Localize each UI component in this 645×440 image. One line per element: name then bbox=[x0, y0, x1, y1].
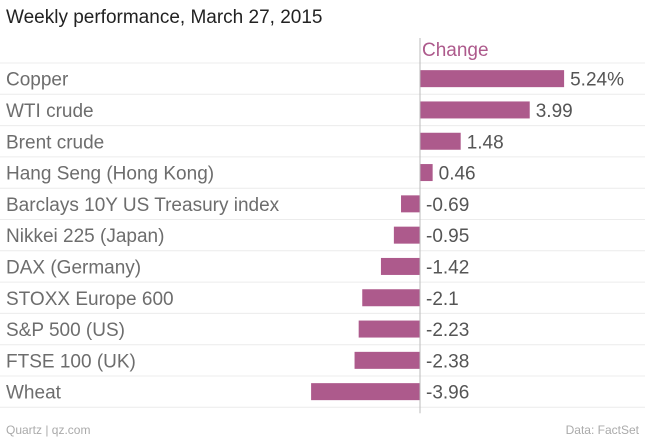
bar bbox=[354, 351, 420, 369]
category-label: Brent crude bbox=[6, 132, 104, 153]
category-labels: Copper WTI crude Brent crude Hang Seng (Hon… bbox=[6, 70, 280, 404]
category-label: Copper bbox=[6, 70, 69, 91]
category-label: WTI crude bbox=[6, 101, 94, 122]
bar bbox=[358, 320, 420, 338]
value-label: -3.96 bbox=[426, 383, 469, 404]
value-label: -0.69 bbox=[426, 195, 469, 216]
category-label: Wheat bbox=[6, 383, 62, 404]
value-label: 0.46 bbox=[439, 164, 476, 185]
value-labels: 5.24% 3.99 1.48 0.46 -0.69 -0.95 -1.42 -2.1 -2.2… bbox=[426, 70, 624, 404]
category-label: STOXX Europe 600 bbox=[6, 289, 174, 310]
category-label: S&P 500 (US) bbox=[6, 320, 125, 341]
category-label: FTSE 100 (UK) bbox=[6, 351, 136, 372]
value-label: -0.95 bbox=[426, 226, 469, 247]
bars bbox=[311, 70, 565, 401]
bar bbox=[420, 70, 565, 88]
value-label: -2.23 bbox=[426, 320, 469, 341]
change-column-header: Change bbox=[422, 40, 489, 61]
value-label: 1.48 bbox=[467, 132, 504, 153]
bar bbox=[420, 164, 433, 182]
value-label: -2.38 bbox=[426, 351, 469, 372]
value-label: -1.42 bbox=[426, 257, 469, 278]
category-label: Nikkei 225 (Japan) bbox=[6, 226, 164, 247]
bar bbox=[311, 383, 420, 401]
category-label: Barclays 10Y US Treasury index bbox=[6, 195, 280, 216]
value-label: -2.1 bbox=[426, 289, 459, 310]
value-label: 3.99 bbox=[536, 101, 573, 122]
bar bbox=[380, 257, 420, 275]
bar bbox=[362, 289, 420, 307]
row-gridlines bbox=[0, 62, 645, 408]
value-label: 5.24% bbox=[570, 70, 624, 91]
category-label: DAX (Germany) bbox=[6, 257, 141, 278]
chart-title: Weekly performance, March 27, 2015 bbox=[6, 7, 323, 28]
bar bbox=[401, 195, 420, 213]
bar bbox=[420, 101, 530, 119]
bar bbox=[420, 132, 461, 150]
source-credit: Quartz | qz.com bbox=[6, 423, 91, 437]
bar-chart: Copper WTI crude Brent crude Hang Seng (Hon… bbox=[0, 38, 645, 414]
bar bbox=[393, 226, 420, 244]
category-label: Hang Seng (Hong Kong) bbox=[6, 164, 214, 185]
data-credit: Data: FactSet bbox=[565, 423, 639, 437]
